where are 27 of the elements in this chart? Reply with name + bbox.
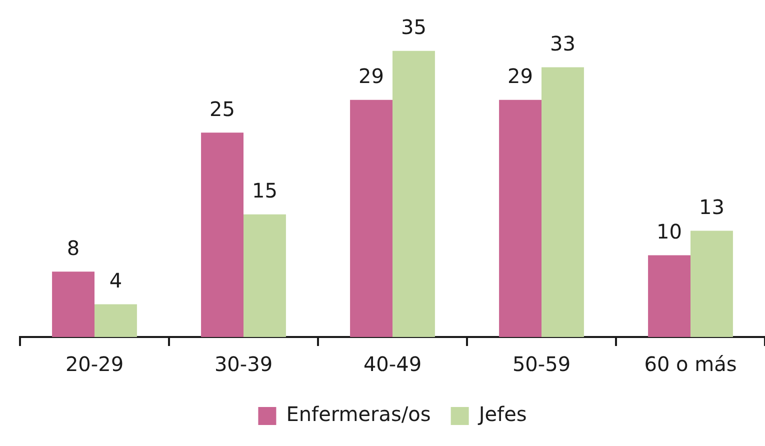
x-tick-label: 60 o más [644, 352, 737, 376]
data-label: 29 [358, 64, 384, 88]
bar [94, 304, 137, 337]
x-tick-label: 30-39 [214, 352, 273, 376]
x-tick-label: 40-49 [363, 352, 422, 376]
bar [690, 230, 733, 337]
data-label: 35 [401, 15, 426, 40]
data-label: 8 [66, 236, 80, 260]
data-label: 10 [656, 219, 682, 244]
data-label: 33 [550, 31, 576, 56]
x-tick-label: 20-29 [65, 352, 124, 376]
bar [350, 100, 392, 337]
data-label: 13 [699, 194, 724, 219]
bar [542, 67, 584, 337]
bar [201, 132, 244, 337]
bar [499, 100, 542, 337]
data-label: 15 [252, 178, 278, 203]
legend-label: Jefes [476, 402, 527, 426]
data-label: 25 [210, 96, 235, 121]
bar [52, 272, 94, 337]
bar [392, 50, 435, 337]
x-tick-label: 50-59 [512, 352, 571, 376]
bar [244, 214, 286, 337]
legend-label: Enfermeras/os [286, 402, 431, 426]
data-label: 29 [508, 64, 533, 88]
bar [648, 255, 690, 337]
data-label: 4 [109, 268, 122, 293]
